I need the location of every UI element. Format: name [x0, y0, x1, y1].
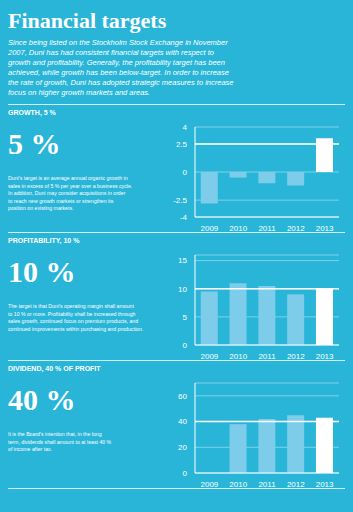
svg-text:2011: 2011	[258, 480, 276, 489]
svg-text:2013: 2013	[316, 352, 334, 361]
svg-text:40: 40	[178, 417, 187, 426]
html-text:Duni's target is an average an: Duni's target is an average annual organ…	[8, 175, 133, 211]
svg-text:2009: 2009	[201, 480, 219, 489]
html-text:10 %: 10 %	[8, 255, 76, 288]
svg-text:10: 10	[178, 285, 187, 294]
html-text:PROFITABILITY, 10 %: PROFITABILITY, 10 %	[8, 237, 80, 244]
svg-text:2010: 2010	[229, 224, 247, 233]
svg-text:2011: 2011	[258, 224, 276, 233]
html-text:DIVIDEND, 40 % OF PROFIT: DIVIDEND, 40 % OF PROFIT	[8, 365, 101, 372]
html-text:The target is that Duni's oper: The target is that Duni's operating marg…	[8, 303, 144, 332]
html-text:Since being listed on the Stoc: Since being listed on the Stockholm Stoc…	[8, 38, 234, 97]
svg-text:4: 4	[183, 123, 188, 132]
svg-text:20: 20	[178, 443, 187, 452]
svg-text:2009: 2009	[201, 352, 219, 361]
html-text:40 %: 40 %	[8, 383, 76, 416]
svg-text:2011: 2011	[258, 352, 276, 361]
svg-text:-2.5: -2.5	[173, 196, 187, 205]
svg-text:2013: 2013	[316, 480, 334, 489]
svg-text:2010: 2010	[229, 480, 247, 489]
html-text:It is the Board's intention th: It is the Board's intention that, in the…	[8, 431, 112, 452]
svg-text:0: 0	[183, 341, 188, 350]
svg-text:-4: -4	[180, 213, 188, 222]
svg-text:5: 5	[183, 313, 188, 322]
svg-text:2013: 2013	[316, 224, 334, 233]
svg-text:2012: 2012	[287, 480, 305, 489]
svg-text:0: 0	[183, 168, 188, 177]
svg-text:2012: 2012	[287, 224, 305, 233]
svg-text:2009: 2009	[201, 224, 219, 233]
html-text:Financial targets: Financial targets	[8, 8, 167, 33]
svg-text:2010: 2010	[229, 352, 247, 361]
svg-text:2.5: 2.5	[176, 140, 188, 149]
svg-text:2012: 2012	[287, 352, 305, 361]
svg-text:15: 15	[178, 256, 187, 265]
html-text:5 %: 5 %	[8, 127, 61, 160]
html-text:GROWTH, 5 %: GROWTH, 5 %	[8, 109, 56, 116]
svg-text:60: 60	[178, 392, 187, 401]
svg-text:0: 0	[183, 469, 188, 478]
